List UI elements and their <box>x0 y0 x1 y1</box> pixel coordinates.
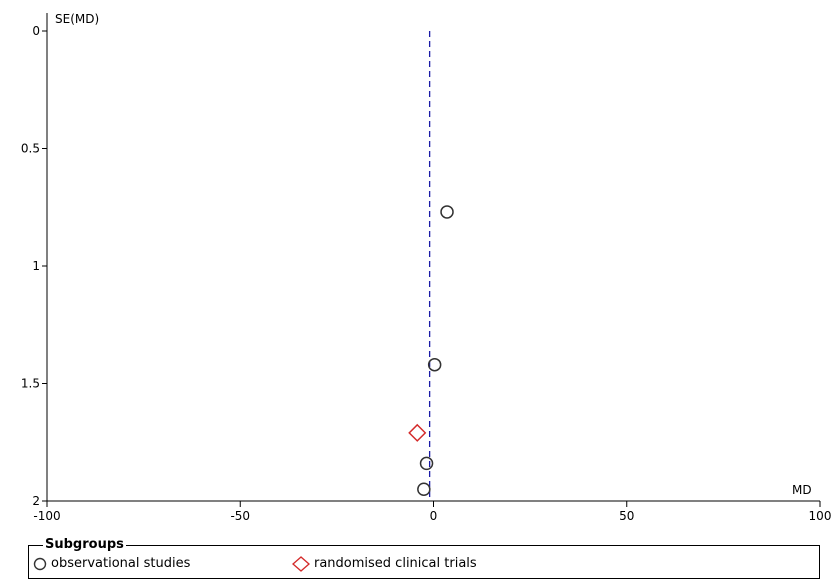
legend-title: Subgroups <box>43 537 126 552</box>
x-tick-label: -100 <box>33 509 60 523</box>
data-point-observational <box>427 357 442 372</box>
x-axis-title: MD <box>792 483 812 497</box>
y-tick-label: 1.5 <box>21 377 40 391</box>
x-tick-label: 50 <box>619 509 634 523</box>
circle-marker-icon <box>33 557 47 571</box>
data-point-observational <box>417 482 431 496</box>
y-tick-label: 2 <box>32 494 40 508</box>
data-point-randomised <box>408 423 427 442</box>
y-tick-label: 0.5 <box>21 142 40 156</box>
data-point-observational <box>419 456 434 471</box>
data-points <box>408 205 454 496</box>
legend-label-observational: observational studies <box>51 556 191 571</box>
x-tick-label: 0 <box>430 509 438 523</box>
legend-item-observational: observational studies <box>33 556 190 572</box>
plot-axes <box>46 13 820 502</box>
diamond-marker-icon <box>292 556 310 572</box>
y-tick-label: 0 <box>32 24 40 38</box>
data-point-observational <box>440 205 454 219</box>
x-tick-label: -50 <box>230 509 250 523</box>
y-axis-title: SE(MD) <box>55 12 99 26</box>
funnel-plot: 0 0.5 1 1.5 2-100 -50 0 50 100 SE(MD) MD <box>21 12 832 523</box>
legend: Subgroups observational studies randomis… <box>28 537 820 579</box>
legend-item-randomised: randomised clinical trials <box>292 556 477 572</box>
legend-label-randomised: randomised clinical trials <box>314 556 477 571</box>
y-tick-label: 1 <box>32 259 40 273</box>
x-tick-label: 100 <box>809 509 832 523</box>
tick-group: 0 0.5 1 1.5 2-100 -50 0 50 100 <box>21 24 832 523</box>
